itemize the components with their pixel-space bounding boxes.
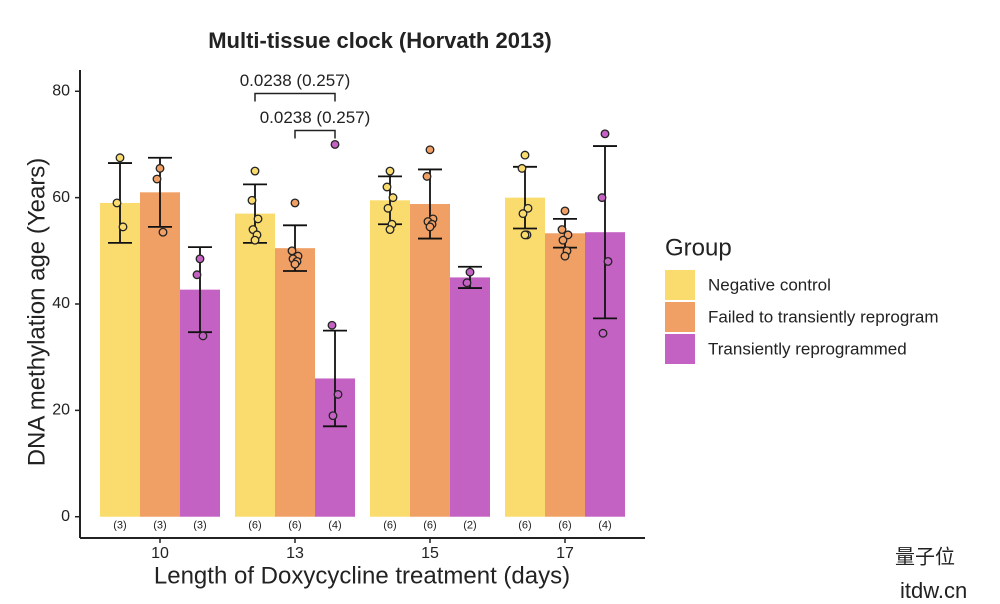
data-point: [597, 193, 607, 203]
data-point: [382, 182, 392, 192]
data-point: [563, 230, 573, 240]
error-bar: [323, 329, 347, 428]
data-point: [112, 198, 122, 208]
y-tick-label: 40: [52, 295, 70, 312]
bar: [450, 277, 490, 517]
bar: [505, 197, 545, 517]
y-axis-label: DNA methylation age (Years): [23, 158, 50, 467]
count-label: (6): [518, 520, 531, 532]
data-point: [328, 411, 338, 421]
data-point: [250, 235, 260, 245]
x-axis-label: Length of Doxycycline treatment (days): [154, 562, 570, 589]
count-label: (3): [193, 520, 206, 532]
bar: [275, 248, 315, 517]
x-tick-label: 17: [556, 545, 574, 562]
data-point: [517, 163, 527, 173]
data-point: [425, 222, 435, 232]
count-label: (6): [288, 520, 301, 532]
x-tick-label: 13: [286, 545, 304, 562]
bar: [100, 202, 140, 517]
significance-label: 0.0238 (0.257): [260, 108, 371, 127]
legend-label: Transiently reprogrammed: [708, 339, 907, 358]
chart-title: Multi-tissue clock (Horvath 2013): [208, 28, 552, 53]
count-label: (3): [113, 520, 126, 532]
bar: [235, 213, 275, 517]
count-label: (3): [153, 520, 166, 532]
data-point: [557, 225, 567, 234]
count-label: (6): [558, 520, 571, 532]
data-point: [195, 254, 205, 264]
data-point: [333, 389, 343, 399]
x-tick-label: 15: [421, 545, 439, 562]
bar: [370, 200, 410, 517]
y-tick-label: 20: [52, 402, 70, 419]
data-point: [290, 198, 300, 208]
significance-bracket: [294, 129, 336, 139]
data-point: [600, 129, 610, 139]
data-point: [523, 203, 533, 213]
watermark-site: itdw.cn: [900, 578, 967, 603]
bar: [410, 204, 450, 517]
count-label: (4): [598, 520, 611, 532]
count-label: (4): [328, 520, 341, 532]
data-point: [198, 331, 208, 341]
significance-label: 0.0238 (0.257): [240, 71, 351, 90]
data-point: [518, 209, 528, 219]
data-point: [388, 193, 398, 203]
significance-bracket: [254, 92, 336, 102]
legend-swatch: [665, 302, 695, 332]
data-point: [558, 235, 568, 245]
data-point: [603, 257, 613, 266]
data-point: [118, 222, 128, 232]
y-tick-label: 0: [61, 508, 70, 525]
legend-swatch: [665, 270, 695, 300]
data-point: [327, 320, 337, 330]
data-point: [520, 230, 530, 240]
legend-title: Group: [665, 234, 732, 261]
data-point: [247, 195, 257, 205]
data-point: [155, 163, 165, 173]
data-point: [253, 214, 263, 224]
data-point: [115, 153, 125, 163]
data-point: [425, 145, 435, 155]
data-point: [520, 150, 530, 160]
data-point: [560, 251, 570, 261]
data-point: [560, 206, 570, 216]
y-tick-label: 80: [52, 82, 70, 99]
legend-swatch: [665, 334, 695, 364]
y-tick-label: 60: [52, 189, 70, 206]
error-bar: [593, 145, 617, 320]
data-point: [465, 267, 475, 277]
x-tick-label: 10: [151, 545, 169, 562]
data-point: [330, 140, 340, 149]
data-point: [152, 174, 162, 184]
bar: [140, 192, 180, 517]
data-point: [158, 227, 168, 237]
legend-label: Failed to transiently reprogram: [708, 307, 939, 326]
count-label: (6): [383, 520, 396, 532]
count-label: (6): [423, 520, 436, 532]
data-point: [598, 328, 608, 338]
data-point: [422, 171, 432, 181]
data-point: [192, 270, 202, 280]
data-point: [385, 166, 395, 176]
bar: [545, 233, 585, 517]
count-label: (2): [463, 520, 476, 532]
data-point: [462, 278, 472, 288]
legend-label: Negative control: [708, 275, 831, 294]
watermark-brand: 量子位: [895, 545, 955, 568]
data-point: [385, 225, 395, 234]
data-point: [383, 203, 393, 213]
data-point: [290, 259, 300, 269]
data-point: [250, 166, 260, 176]
count-label: (6): [248, 520, 261, 532]
